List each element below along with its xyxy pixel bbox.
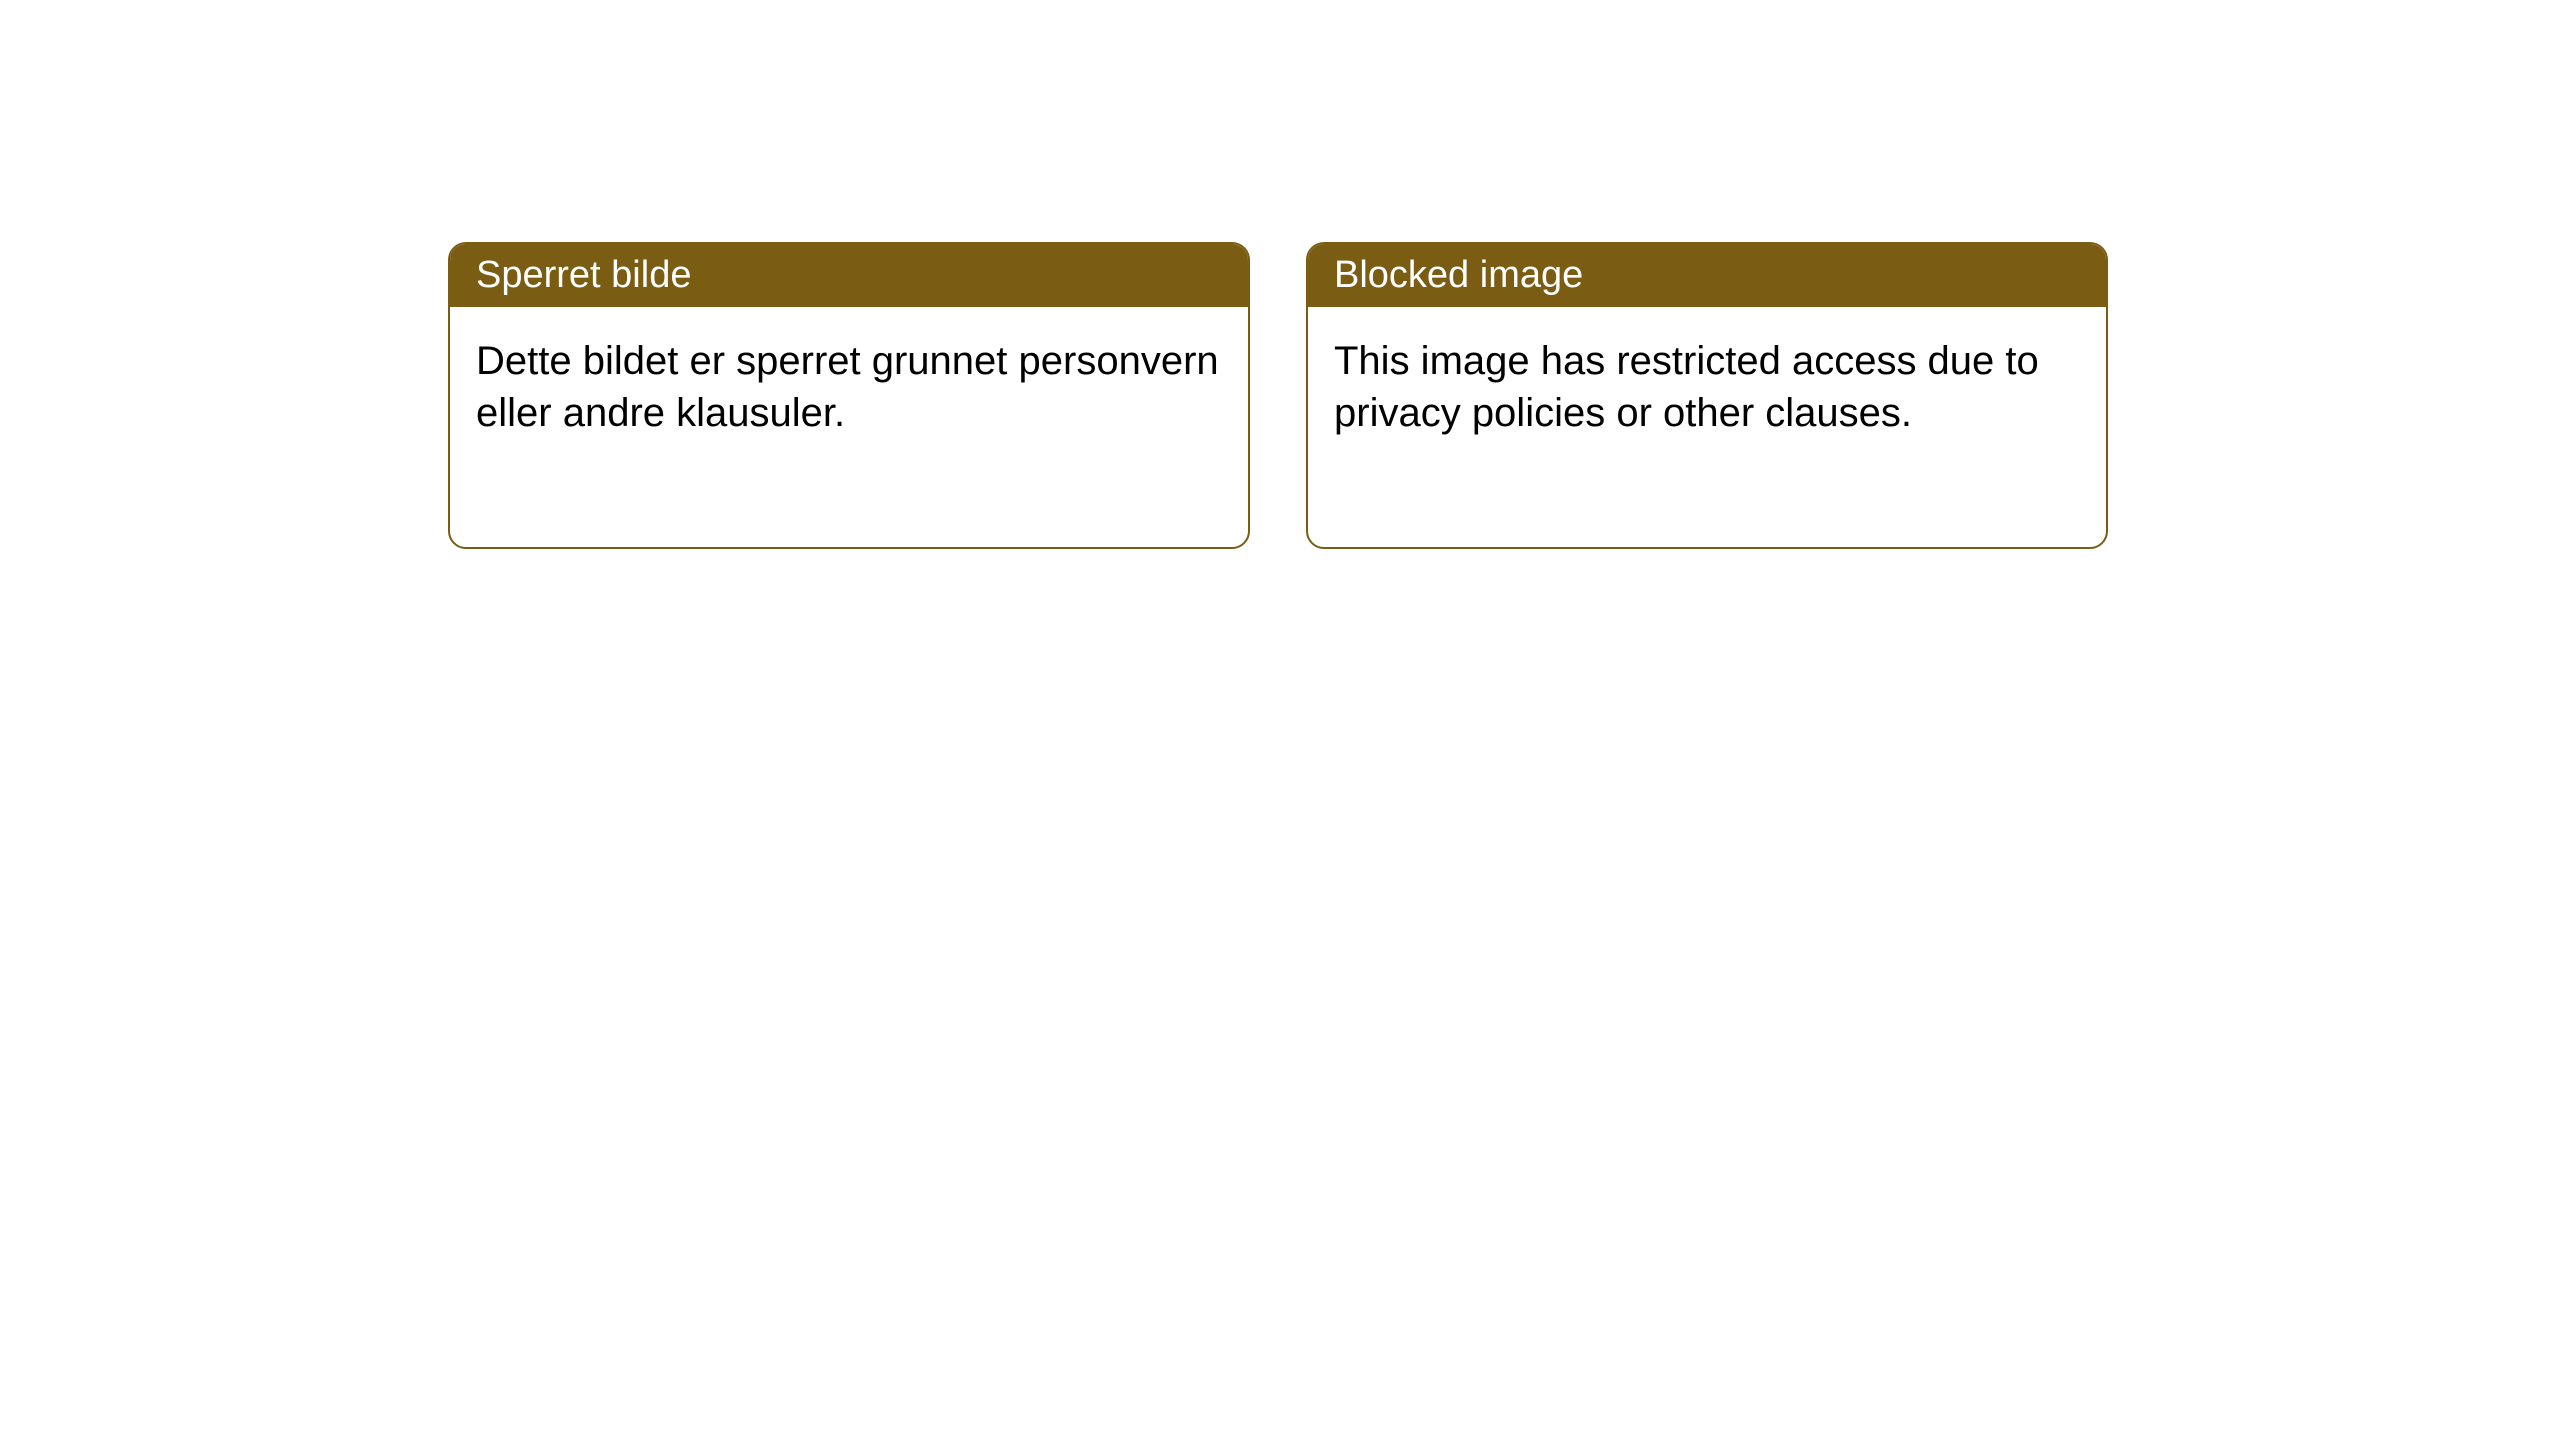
notice-box-english: Blocked image This image has restricted … (1306, 242, 2108, 549)
notice-container: Sperret bilde Dette bildet er sperret gr… (448, 242, 2108, 549)
notice-body: Dette bildet er sperret grunnet personve… (450, 307, 1248, 547)
notice-body: This image has restricted access due to … (1308, 307, 2106, 547)
notice-header: Sperret bilde (450, 244, 1248, 307)
notice-header: Blocked image (1308, 244, 2106, 307)
notice-box-norwegian: Sperret bilde Dette bildet er sperret gr… (448, 242, 1250, 549)
